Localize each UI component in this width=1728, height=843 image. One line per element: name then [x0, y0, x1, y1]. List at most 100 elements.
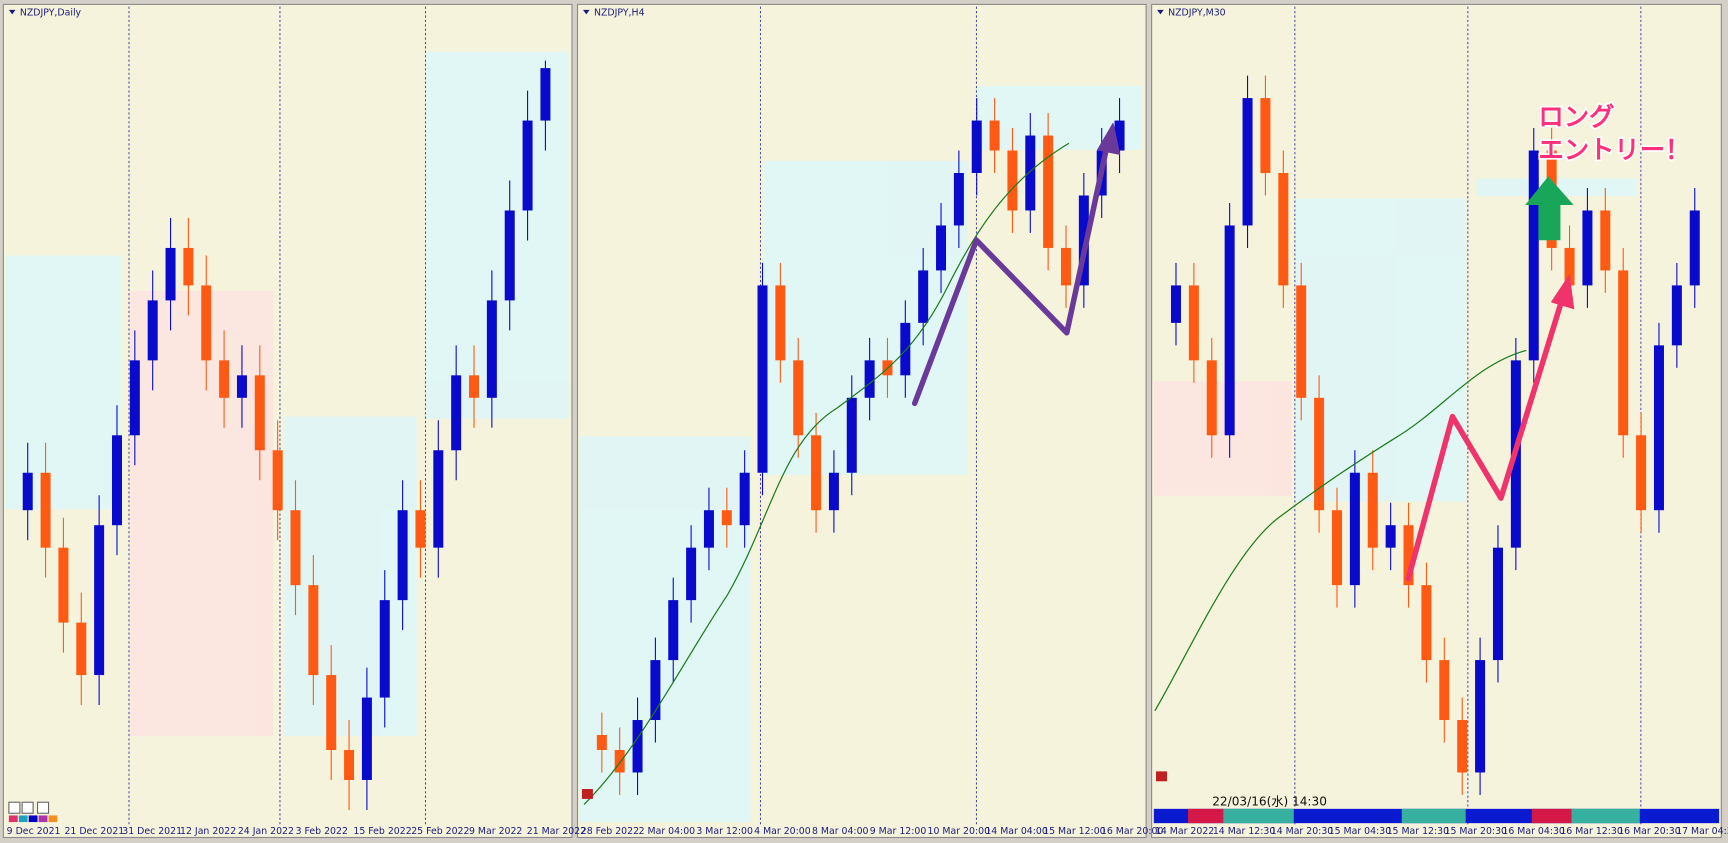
candle-body	[415, 510, 426, 548]
candle-body	[254, 375, 265, 451]
candle-body	[1403, 525, 1414, 586]
x-axis-label: 16 Mar 04:30	[1502, 826, 1565, 837]
moving-averages	[583, 142, 1527, 805]
candle-body	[1025, 135, 1036, 211]
annotation-line: ロング	[1538, 102, 1614, 132]
x-axis-label: 4 Mar 20:00	[754, 826, 811, 837]
chart-title: NZDJPY,Daily	[20, 7, 82, 18]
candle-body	[1331, 510, 1342, 586]
candle-body	[793, 360, 804, 436]
candle-body	[94, 525, 105, 676]
candle-body	[1278, 173, 1289, 286]
x-axis-label: 9 Mar 2022	[469, 826, 522, 837]
x-axis-label: 14 Mar 2022	[1155, 826, 1214, 837]
candle-body	[522, 120, 533, 211]
candle-body	[775, 285, 786, 361]
x-axis-label: 12 Jan 2022	[180, 826, 236, 837]
candle-body	[129, 360, 140, 436]
candle-body	[596, 735, 607, 750]
candle-body	[1043, 135, 1054, 248]
candle-body	[1296, 285, 1307, 398]
candle-body	[111, 435, 122, 526]
candle-body	[1671, 285, 1682, 346]
candle-body	[361, 697, 372, 780]
candle-body	[1060, 247, 1071, 286]
x-axis-label: 16 Mar 20:00	[1101, 826, 1164, 837]
x-axis-label: 24 Jan 2022	[238, 826, 294, 837]
x-axis-label: 15 Mar 04:30	[1329, 826, 1392, 837]
candle-body	[1582, 210, 1593, 286]
x-axis-label: 25 Feb 2022	[411, 826, 469, 837]
candle-body	[1492, 547, 1503, 661]
candle-body	[76, 622, 87, 676]
x-axis-label: 9 Dec 2021	[7, 826, 61, 837]
candle-body	[721, 510, 732, 526]
candle-body	[451, 375, 462, 451]
candle-body	[1242, 98, 1253, 226]
candle-body	[1600, 210, 1611, 271]
x-axis-label: 16 Mar 12:30	[1560, 826, 1623, 837]
x-axis-label: 21 Mar 2022	[527, 826, 586, 837]
candle-body	[828, 472, 839, 511]
chart-title: NZDJPY,H4	[594, 7, 645, 18]
candle-body	[1618, 270, 1629, 436]
x-axis-label: 28 Feb 2022	[581, 826, 639, 837]
candle-body	[1349, 472, 1360, 586]
candle-body	[650, 660, 661, 721]
x-axis-label: 8 Mar 04:00	[812, 826, 869, 837]
candle-body	[540, 68, 551, 121]
candle-body	[433, 450, 444, 548]
candle-body	[1528, 150, 1539, 361]
candle-body	[989, 120, 1000, 151]
candle-body	[1224, 225, 1235, 436]
toolbar: 22/03/16(水) 14:30	[8, 771, 1720, 824]
annotation: ロング エントリー！	[1537, 100, 1692, 166]
candle-body	[504, 210, 515, 301]
chart-title: NZDJPY,M30	[1168, 7, 1226, 18]
x-axis-label: 9 Mar 12:00	[870, 826, 927, 837]
candle-body	[757, 285, 768, 473]
x-axis-label: 15 Mar 12:30	[1387, 826, 1450, 837]
title-arrow	[1157, 9, 1164, 15]
candle-body	[846, 397, 857, 473]
candle-body	[22, 472, 33, 511]
x-axis-label: 15 Feb 2022	[353, 826, 411, 837]
candle-body	[1367, 472, 1378, 548]
candle-body	[900, 322, 911, 376]
candle-body	[379, 600, 390, 698]
candle-body	[147, 300, 158, 361]
candle-body	[1636, 435, 1647, 511]
candle-body	[1653, 345, 1664, 511]
title-arrow	[583, 9, 590, 15]
candle-body	[1170, 285, 1181, 323]
candle-body	[1689, 210, 1700, 286]
candle-body	[1385, 525, 1396, 548]
x-axis-label: 14 Mar 12:30	[1213, 826, 1276, 837]
x-axis-label: 2 Mar 04:00	[639, 826, 696, 837]
candle-body	[236, 375, 247, 398]
x-axis-label: 21 Dec 2021	[64, 826, 124, 837]
candle-body	[864, 360, 875, 398]
x-axis-label: 14 Mar 04:00	[985, 826, 1048, 837]
candle-body	[686, 547, 697, 601]
x-axis-label: 10 Mar 20:00	[928, 826, 991, 837]
candle-body	[326, 675, 337, 750]
x-axis-label: 3 Feb 2022	[296, 826, 348, 837]
candle-body	[219, 360, 230, 398]
candle-body	[1260, 98, 1271, 174]
x-axis-label: 31 Dec 2021	[122, 826, 182, 837]
candle-body	[1114, 120, 1125, 151]
candle-body	[486, 300, 497, 398]
x-axis-label: 3 Mar 12:00	[696, 826, 753, 837]
candle-body	[272, 450, 283, 511]
x-axis-label: 14 Mar 20:30	[1271, 826, 1334, 837]
candle-body	[40, 472, 51, 548]
x-axis-label: 15 Mar 20:30	[1444, 826, 1507, 837]
title-arrow	[8, 9, 16, 15]
candle-body	[308, 585, 319, 676]
candle-body	[668, 600, 679, 661]
candle-body	[165, 247, 176, 301]
candle-body	[971, 120, 982, 174]
candle-body	[739, 472, 750, 526]
candle-body	[397, 510, 408, 601]
